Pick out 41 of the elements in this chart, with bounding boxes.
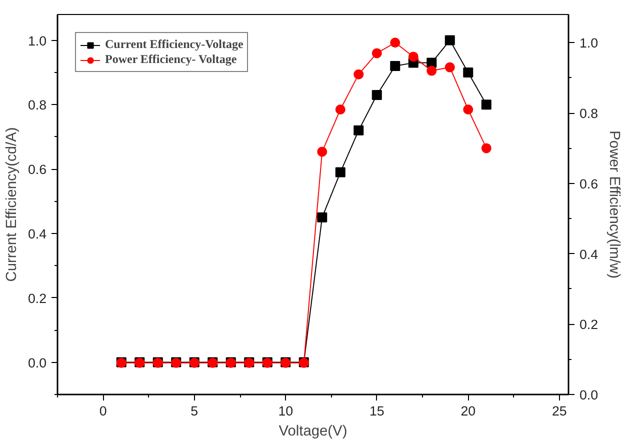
y-tick-label: 0.0 (28, 355, 47, 370)
point (335, 104, 346, 114)
point (444, 35, 455, 46)
legend-label: Power Efficiency- Voltage (105, 52, 237, 67)
y2-axis-title: Power Efficiency(lm/w) (606, 130, 622, 278)
point (408, 52, 418, 62)
y-tick-label: 0.6 (28, 162, 47, 178)
point (372, 90, 382, 100)
x-tick-label: 10 (278, 404, 294, 418)
point (463, 67, 474, 78)
point (444, 62, 455, 72)
y-tick-label: 0.2 (28, 290, 47, 306)
point (354, 69, 364, 80)
y2-tick-label: 0.6 (580, 176, 598, 192)
legend-label: Current Efficiency-Voltage (105, 37, 244, 52)
y-tick-label: 0.8 (28, 98, 47, 113)
x-tick-label: 0 (99, 404, 107, 418)
x-tick-label: 25 (552, 404, 567, 418)
point (390, 61, 400, 72)
y2-tick-label: 0.0 (580, 388, 598, 402)
y-tick-label: 0.4 (28, 226, 48, 242)
x-tick-label: 15 (369, 404, 384, 418)
x-axis-title: Voltage(V) (278, 424, 348, 440)
y2-tick-label: 0.2 (580, 317, 598, 332)
point (481, 100, 492, 110)
point (354, 125, 364, 136)
point (372, 48, 382, 58)
y-axis-title: Current Efficiency(cd/A) (4, 127, 20, 282)
point (481, 143, 492, 154)
x-tick-label: 5 (190, 404, 198, 418)
point (317, 146, 328, 157)
point (335, 167, 346, 178)
point (463, 104, 474, 114)
y2-tick-label: 1.0 (580, 36, 598, 51)
y-tick-label: 1.0 (28, 33, 47, 48)
point (317, 212, 328, 222)
y2-tick-label: 0.8 (580, 106, 598, 122)
point (390, 38, 400, 48)
x-tick-label: 20 (460, 404, 476, 418)
y2-tick-label: 0.4 (580, 246, 599, 262)
point (426, 66, 437, 76)
